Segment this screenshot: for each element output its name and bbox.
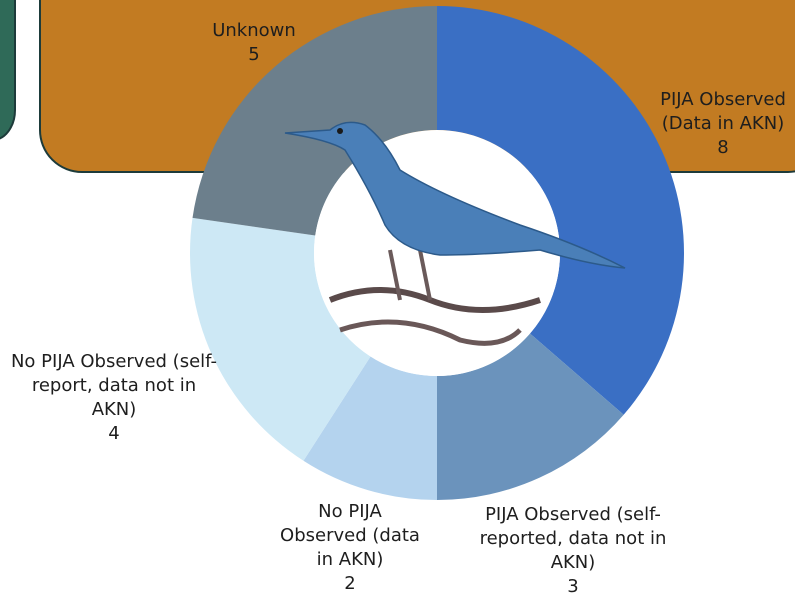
donut — [190, 6, 685, 500]
label-value: 3 — [567, 576, 579, 596]
label-value: 2 — [344, 573, 356, 594]
label-value: 5 — [248, 44, 260, 65]
slice — [190, 217, 371, 461]
slice — [192, 6, 437, 236]
label-name: PIJA Observed (Data in AKN) — [660, 89, 786, 134]
data-label: No PIJA Observed (self-report, data not … — [9, 350, 219, 446]
slice — [437, 6, 685, 415]
data-label: PIJA Observed (self-reported, data not i… — [471, 503, 676, 596]
label-name: Unknown — [212, 20, 296, 41]
data-label: No PIJA Observed (data in AKN) 2 — [275, 500, 425, 596]
side-panel — [0, 0, 16, 140]
data-label: PIJA Observed (Data in AKN) 8 — [648, 88, 795, 160]
bird-illustration — [284, 121, 626, 346]
label-name: PIJA Observed (self-reported, data not i… — [479, 504, 667, 573]
data-label: Unknown 5 — [174, 19, 334, 67]
label-name: No PIJA Observed (data in AKN) — [280, 501, 420, 570]
label-value: 8 — [717, 137, 729, 158]
slice — [303, 356, 437, 500]
label-value: 4 — [108, 423, 120, 444]
slice — [437, 333, 624, 500]
label-name: No PIJA Observed (self-report, data not … — [10, 351, 218, 420]
